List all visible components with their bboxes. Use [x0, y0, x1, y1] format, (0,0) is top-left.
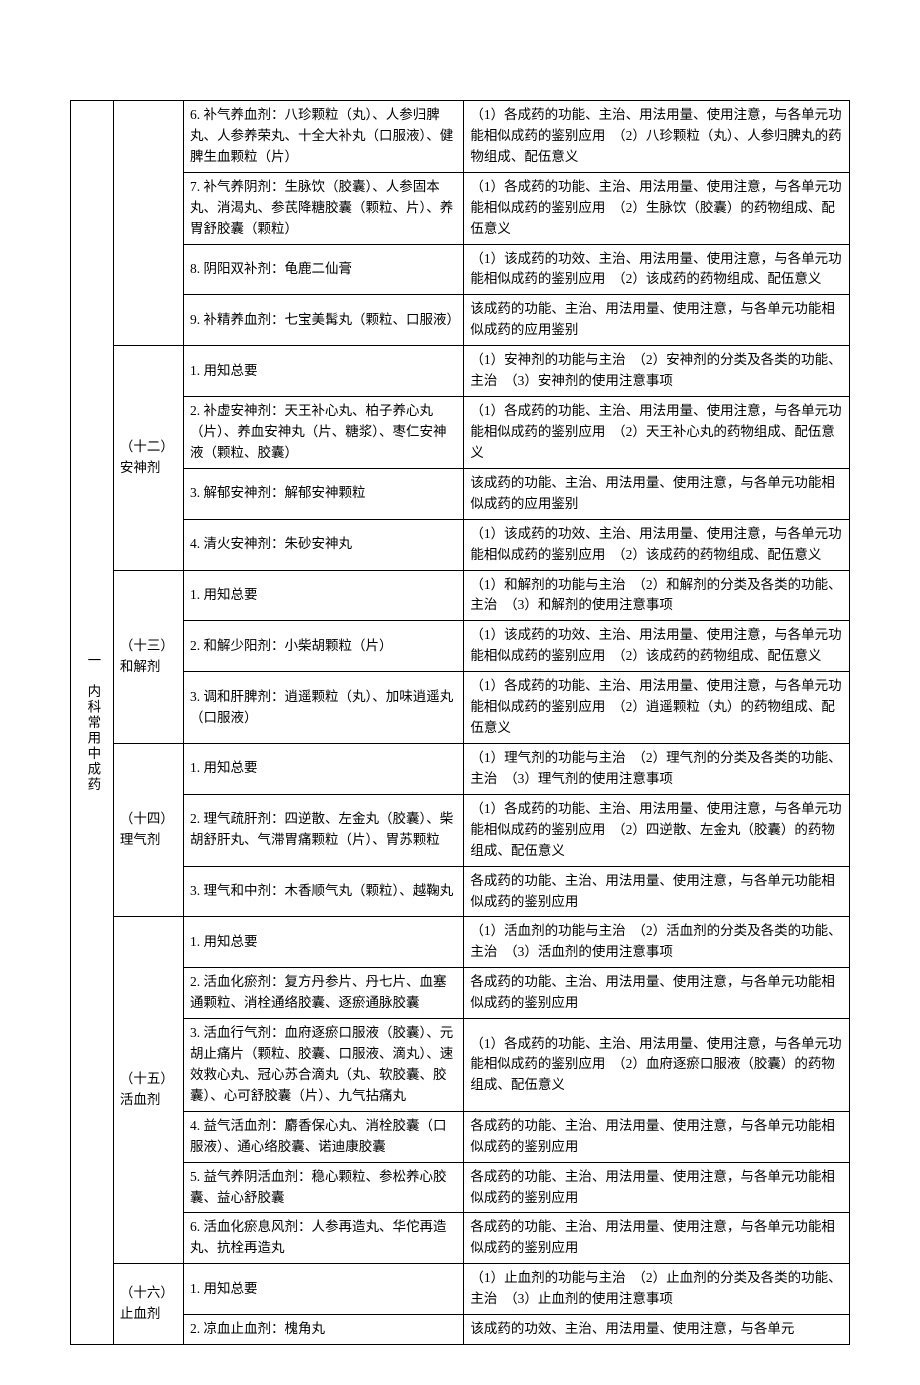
- desc-cell: 各成药的功能、主治、用法用量、使用注意，与各单元功能相似成药的鉴别应用: [464, 968, 850, 1019]
- item-cell: 3. 解郁安神剂：解郁安神颗粒: [183, 468, 463, 519]
- item-cell: 2. 凉血止血剂：槐角丸: [183, 1315, 463, 1345]
- desc-cell: 该成药的功能、主治、用法用量、使用注意，与各单元功能相似成药的应用鉴别: [464, 468, 850, 519]
- table-body: 一 内科常用中成药 6. 补气养血剂：八珍颗粒（丸）、人参归脾丸、人参养荣丸、十…: [71, 101, 850, 1345]
- table-row: 5. 益气养阴活血剂：稳心颗粒、参松养心胶囊、益心舒胶囊 各成药的功能、主治、用…: [71, 1162, 850, 1213]
- section-header-cell: （十四）理气剂: [113, 743, 183, 916]
- table-row: （十三）和解剂 1. 用知总要 （1）和解剂的功能与主治 （2）和解剂的分类及各…: [71, 570, 850, 621]
- table-row: 2. 补虚安神剂：天王补心丸、柏子养心丸（片）、养血安神丸（片、糖浆）、枣仁安神…: [71, 397, 850, 469]
- item-cell: 4. 清火安神剂：朱砂安神丸: [183, 519, 463, 570]
- item-cell: 8. 阴阳双补剂：龟鹿二仙膏: [183, 244, 463, 295]
- desc-cell: （1）止血剂的功能与主治 （2）止血剂的分类及各类的功能、主治 （3）止血剂的使…: [464, 1264, 850, 1315]
- table-row: 3. 解郁安神剂：解郁安神颗粒 该成药的功能、主治、用法用量、使用注意，与各单元…: [71, 468, 850, 519]
- item-cell: 1. 用知总要: [183, 743, 463, 794]
- table-row: （十四）理气剂 1. 用知总要 （1）理气剂的功能与主治 （2）理气剂的分类及各…: [71, 743, 850, 794]
- item-cell: 1. 用知总要: [183, 570, 463, 621]
- desc-cell: （1）各成药的功能、主治、用法用量、使用注意，与各单元功能相似成药的鉴别应用 （…: [464, 397, 850, 469]
- item-cell: 6. 活血化瘀息风剂：人参再造丸、华佗再造丸、抗栓再造丸: [183, 1213, 463, 1264]
- desc-cell: （1）该成药的功效、主治、用法用量、使用注意，与各单元功能相似成药的鉴别应用 （…: [464, 621, 850, 672]
- desc-cell: （1）各成药的功能、主治、用法用量、使用注意，与各单元功能相似成药的鉴别应用 （…: [464, 672, 850, 744]
- desc-cell: （1）各成药的功能、主治、用法用量、使用注意，与各单元功能相似成药的鉴别应用 （…: [464, 172, 850, 244]
- desc-cell: （1）该成药的功效、主治、用法用量、使用注意，与各单元功能相似成药的鉴别应用 （…: [464, 519, 850, 570]
- desc-cell: （1）理气剂的功能与主治 （2）理气剂的分类及各类的功能、主治 （3）理气剂的使…: [464, 743, 850, 794]
- table-row: 2. 和解少阳剂：小柴胡颗粒（片） （1）该成药的功效、主治、用法用量、使用注意…: [71, 621, 850, 672]
- desc-cell: 各成药的功能、主治、用法用量、使用注意，与各单元功能相似成药的鉴别应用: [464, 1111, 850, 1162]
- desc-cell: （1）各成药的功能、主治、用法用量、使用注意，与各单元功能相似成药的鉴别应用 （…: [464, 794, 850, 866]
- item-cell: 1. 用知总要: [183, 917, 463, 968]
- desc-cell: （1）安神剂的功能与主治 （2）安神剂的分类及各类的功能、主治 （3）安神剂的使…: [464, 346, 850, 397]
- item-cell: 2. 补虚安神剂：天王补心丸、柏子养心丸（片）、养血安神丸（片、糖浆）、枣仁安神…: [183, 397, 463, 469]
- section-header-cell: [113, 101, 183, 346]
- category-label: 一 内科常用中成药: [81, 653, 102, 793]
- table-row: （十二）安神剂 1. 用知总要 （1）安神剂的功能与主治 （2）安神剂的分类及各…: [71, 346, 850, 397]
- table-row: 2. 凉血止血剂：槐角丸 该成药的功效、主治、用法用量、使用注意，与各单元: [71, 1315, 850, 1345]
- desc-cell: 各成药的功能、主治、用法用量、使用注意，与各单元功能相似成药的鉴别应用: [464, 1162, 850, 1213]
- item-cell: 1. 用知总要: [183, 346, 463, 397]
- table-row: 9. 补精养血剂：七宝美髯丸（颗粒、口服液） 该成药的功能、主治、用法用量、使用…: [71, 295, 850, 346]
- section-header-cell: （十六）止血剂: [113, 1264, 183, 1345]
- item-cell: 2. 和解少阳剂：小柴胡颗粒（片）: [183, 621, 463, 672]
- desc-cell: 各成药的功能、主治、用法用量、使用注意，与各单元功能相似成药的鉴别应用: [464, 866, 850, 917]
- item-cell: 9. 补精养血剂：七宝美髯丸（颗粒、口服液）: [183, 295, 463, 346]
- item-cell: 3. 活血行气剂：血府逐瘀口服液（胶囊）、元胡止痛片（颗粒、胶囊、口服液、滴丸）…: [183, 1019, 463, 1112]
- desc-cell: （1）活血剂的功能与主治 （2）活血剂的分类及各类的功能、主治 （3）活血剂的使…: [464, 917, 850, 968]
- table-row: 2. 活血化瘀剂：复方丹参片、丹七片、血塞通颗粒、消栓通络胶囊、逐瘀通脉胶囊 各…: [71, 968, 850, 1019]
- item-cell: 3. 理气和中剂：木香顺气丸（颗粒）、越鞠丸: [183, 866, 463, 917]
- table-row: 3. 理气和中剂：木香顺气丸（颗粒）、越鞠丸 各成药的功能、主治、用法用量、使用…: [71, 866, 850, 917]
- desc-cell: （1）和解剂的功能与主治 （2）和解剂的分类及各类的功能、主治 （3）和解剂的使…: [464, 570, 850, 621]
- desc-cell: （1）该成药的功效、主治、用法用量、使用注意，与各单元功能相似成药的鉴别应用 （…: [464, 244, 850, 295]
- item-cell: 1. 用知总要: [183, 1264, 463, 1315]
- category-cell: 一 内科常用中成药: [71, 101, 114, 1345]
- table-row: （十六）止血剂 1. 用知总要 （1）止血剂的功能与主治 （2）止血剂的分类及各…: [71, 1264, 850, 1315]
- table-row: 一 内科常用中成药 6. 补气养血剂：八珍颗粒（丸）、人参归脾丸、人参养荣丸、十…: [71, 101, 850, 173]
- item-cell: 5. 益气养阴活血剂：稳心颗粒、参松养心胶囊、益心舒胶囊: [183, 1162, 463, 1213]
- item-cell: 7. 补气养阴剂：生脉饮（胶囊）、人参固本丸、消渴丸、参芪降糖胶囊（颗粒、片）、…: [183, 172, 463, 244]
- table-row: 3. 活血行气剂：血府逐瘀口服液（胶囊）、元胡止痛片（颗粒、胶囊、口服液、滴丸）…: [71, 1019, 850, 1112]
- item-cell: 2. 活血化瘀剂：复方丹参片、丹七片、血塞通颗粒、消栓通络胶囊、逐瘀通脉胶囊: [183, 968, 463, 1019]
- desc-cell: （1）各成药的功能、主治、用法用量、使用注意，与各单元功能相似成药的鉴别应用 （…: [464, 1019, 850, 1112]
- table-row: 4. 清火安神剂：朱砂安神丸 （1）该成药的功效、主治、用法用量、使用注意，与各…: [71, 519, 850, 570]
- table-row: 6. 活血化瘀息风剂：人参再造丸、华佗再造丸、抗栓再造丸 各成药的功能、主治、用…: [71, 1213, 850, 1264]
- table-row: 7. 补气养阴剂：生脉饮（胶囊）、人参固本丸、消渴丸、参芪降糖胶囊（颗粒、片）、…: [71, 172, 850, 244]
- desc-cell: （1）各成药的功能、主治、用法用量、使用注意，与各单元功能相似成药的鉴别应用 （…: [464, 101, 850, 173]
- desc-cell: 该成药的功能、主治、用法用量、使用注意，与各单元功能相似成药的应用鉴别: [464, 295, 850, 346]
- table-row: 4. 益气活血剂：麝香保心丸、消栓胶囊（口服液）、通心络胶囊、诺迪康胶囊 各成药…: [71, 1111, 850, 1162]
- table-row: 2. 理气疏肝剂：四逆散、左金丸（胶囊）、柴胡舒肝丸、气滞胃痛颗粒（片）、胃苏颗…: [71, 794, 850, 866]
- table-row: 3. 调和肝脾剂：逍遥颗粒（丸）、加味逍遥丸（口服液） （1）各成药的功能、主治…: [71, 672, 850, 744]
- item-cell: 4. 益气活血剂：麝香保心丸、消栓胶囊（口服液）、通心络胶囊、诺迪康胶囊: [183, 1111, 463, 1162]
- item-cell: 6. 补气养血剂：八珍颗粒（丸）、人参归脾丸、人参养荣丸、十全大补丸（口服液）、…: [183, 101, 463, 173]
- section-header-cell: （十三）和解剂: [113, 570, 183, 743]
- item-cell: 2. 理气疏肝剂：四逆散、左金丸（胶囊）、柴胡舒肝丸、气滞胃痛颗粒（片）、胃苏颗…: [183, 794, 463, 866]
- syllabus-table: 一 内科常用中成药 6. 补气养血剂：八珍颗粒（丸）、人参归脾丸、人参养荣丸、十…: [70, 100, 850, 1345]
- section-header-cell: （十二）安神剂: [113, 346, 183, 570]
- desc-cell: 该成药的功效、主治、用法用量、使用注意，与各单元: [464, 1315, 850, 1345]
- section-header-cell: （十五）活血剂: [113, 917, 183, 1264]
- desc-cell: 各成药的功能、主治、用法用量、使用注意，与各单元功能相似成药的鉴别应用: [464, 1213, 850, 1264]
- table-row: （十五）活血剂 1. 用知总要 （1）活血剂的功能与主治 （2）活血剂的分类及各…: [71, 917, 850, 968]
- table-row: 8. 阴阳双补剂：龟鹿二仙膏 （1）该成药的功效、主治、用法用量、使用注意，与各…: [71, 244, 850, 295]
- item-cell: 3. 调和肝脾剂：逍遥颗粒（丸）、加味逍遥丸（口服液）: [183, 672, 463, 744]
